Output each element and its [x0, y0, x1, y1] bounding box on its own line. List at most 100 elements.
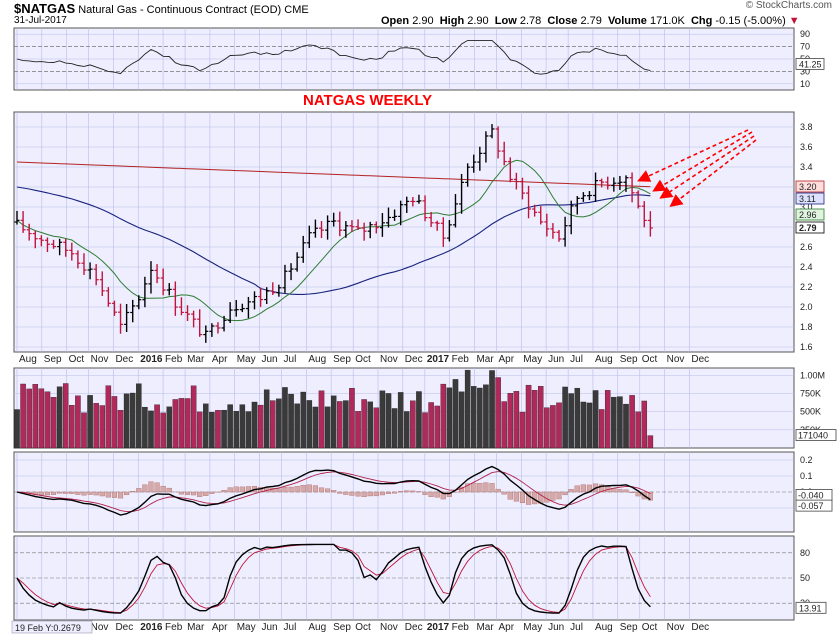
volume-bar [623, 403, 629, 449]
macd-histogram-bar [355, 491, 361, 497]
price-x-tick: May [523, 354, 542, 365]
macd-histogram-bar [209, 491, 215, 494]
rsi-y-tick: 90 [800, 29, 810, 39]
macd-histogram-bar [489, 483, 495, 493]
price-y-tick: 2.2 [800, 282, 813, 292]
macd-histogram-bar [191, 491, 197, 496]
stochastic-y-tick: 50 [800, 573, 810, 583]
macd-value-text: -0.057 [798, 501, 824, 511]
volume-bar [178, 398, 185, 449]
low-value: 2.78 [519, 15, 542, 27]
volume-bar [519, 411, 526, 449]
volume-bar [422, 412, 428, 449]
price-value-tag [795, 192, 825, 205]
price-x-tick: Jun [262, 354, 278, 365]
price-y-tick: 3.4 [800, 162, 813, 172]
volume-bar [50, 397, 57, 449]
price-y-tick: 1.8 [800, 322, 813, 332]
price-x-tick: Sep [44, 354, 62, 365]
volume-bar [233, 411, 239, 449]
stochastic-x-tick: Apr [212, 622, 228, 633]
price-value-tag [795, 221, 825, 234]
macd-histogram-bar [599, 484, 605, 493]
volume-label: Volume [607, 15, 647, 27]
macd-histogram-bar [550, 491, 556, 501]
stochastic-y-tick: 80 [800, 548, 810, 558]
stochastic-x-tick: Feb [452, 622, 470, 633]
chg-value: -0.15 (-5.00%) [715, 15, 786, 27]
macd-histogram-bar [373, 491, 379, 497]
macd-histogram-bar [495, 488, 501, 493]
macd-histogram-bar [184, 491, 191, 495]
chart-title: NATGAS WEEKLY [303, 92, 432, 109]
high-value: 2.90 [467, 15, 489, 27]
volume-bar [495, 377, 501, 449]
volume-bar [337, 401, 343, 449]
macd-histogram-bar [562, 491, 568, 496]
volume-bar [312, 406, 319, 449]
volume-bar [221, 409, 227, 449]
volume-bar [209, 411, 215, 449]
volume-bar [611, 396, 617, 449]
macd-histogram-bar [294, 486, 300, 493]
volume-bar [105, 385, 112, 449]
volume-bar [306, 400, 313, 449]
price-x-tick: Mar [476, 354, 494, 365]
price-x-tick: Nov [380, 354, 398, 365]
volume-bar [343, 400, 349, 449]
annotation-arrow [637, 129, 749, 182]
macd-histogram-bar [568, 489, 574, 493]
macd-histogram-bar [629, 491, 635, 493]
volume-bar [129, 392, 136, 449]
macd-histogram-bar [203, 491, 209, 496]
rsi-value-text: 41.25 [799, 59, 822, 69]
sma-short-line [16, 159, 651, 322]
volume-bar [81, 412, 87, 449]
stochastic-x-tick: Nov [380, 622, 398, 633]
stochastic-x-tick: Sep [620, 622, 638, 633]
stockcharts-brand[interactable]: © StockCharts.com [745, 0, 832, 11]
price-x-tick: Dec [691, 354, 709, 365]
high-label: High [439, 15, 465, 27]
macd-histogram-bar [477, 483, 483, 493]
macd-histogram-bar [136, 488, 142, 493]
stochastic-x-tick: Jul [570, 622, 583, 633]
sma-mid-line [16, 186, 651, 295]
volume-bar [14, 409, 20, 449]
volume-bar [196, 411, 203, 449]
rsi-line [16, 39, 651, 75]
stochastic-x-tick: Jun [548, 622, 564, 633]
price-x-tick: Dec [405, 354, 423, 365]
volume-bar [477, 387, 483, 449]
rsi-value-tag [795, 58, 825, 70]
volume-bar [489, 370, 495, 449]
macd-histogram-bar [361, 491, 367, 498]
price-value-tag [795, 180, 825, 193]
price-y-tick: 2.6 [800, 242, 813, 252]
volume-bar [324, 406, 331, 449]
macd-histogram-bar [367, 491, 373, 497]
volume-bar [501, 401, 507, 449]
volume-bar [154, 404, 160, 449]
macd-histogram-bar [227, 487, 233, 493]
volume-bar [544, 407, 550, 449]
price-x-tick: Dec [115, 354, 133, 365]
volume-bar [574, 387, 581, 449]
price-x-tick: Oct [69, 354, 85, 365]
volume-bar [172, 399, 179, 449]
macd-histogram-bar [580, 484, 586, 493]
macd-histogram-bar [142, 484, 148, 493]
macd-histogram-bar [318, 487, 325, 493]
volume-bar [38, 388, 45, 449]
volume-bar [294, 403, 300, 449]
price-y-tick: 1.6 [800, 342, 813, 352]
volume-bar [355, 411, 361, 449]
volume-bar [452, 379, 459, 449]
price-x-tick: Sep [333, 354, 351, 365]
volume-bar [136, 383, 142, 449]
chg-label: Chg [690, 15, 713, 27]
volume-bar [598, 409, 605, 449]
stochastic-x-tick: Jul [284, 622, 297, 633]
volume-bar [251, 401, 258, 449]
